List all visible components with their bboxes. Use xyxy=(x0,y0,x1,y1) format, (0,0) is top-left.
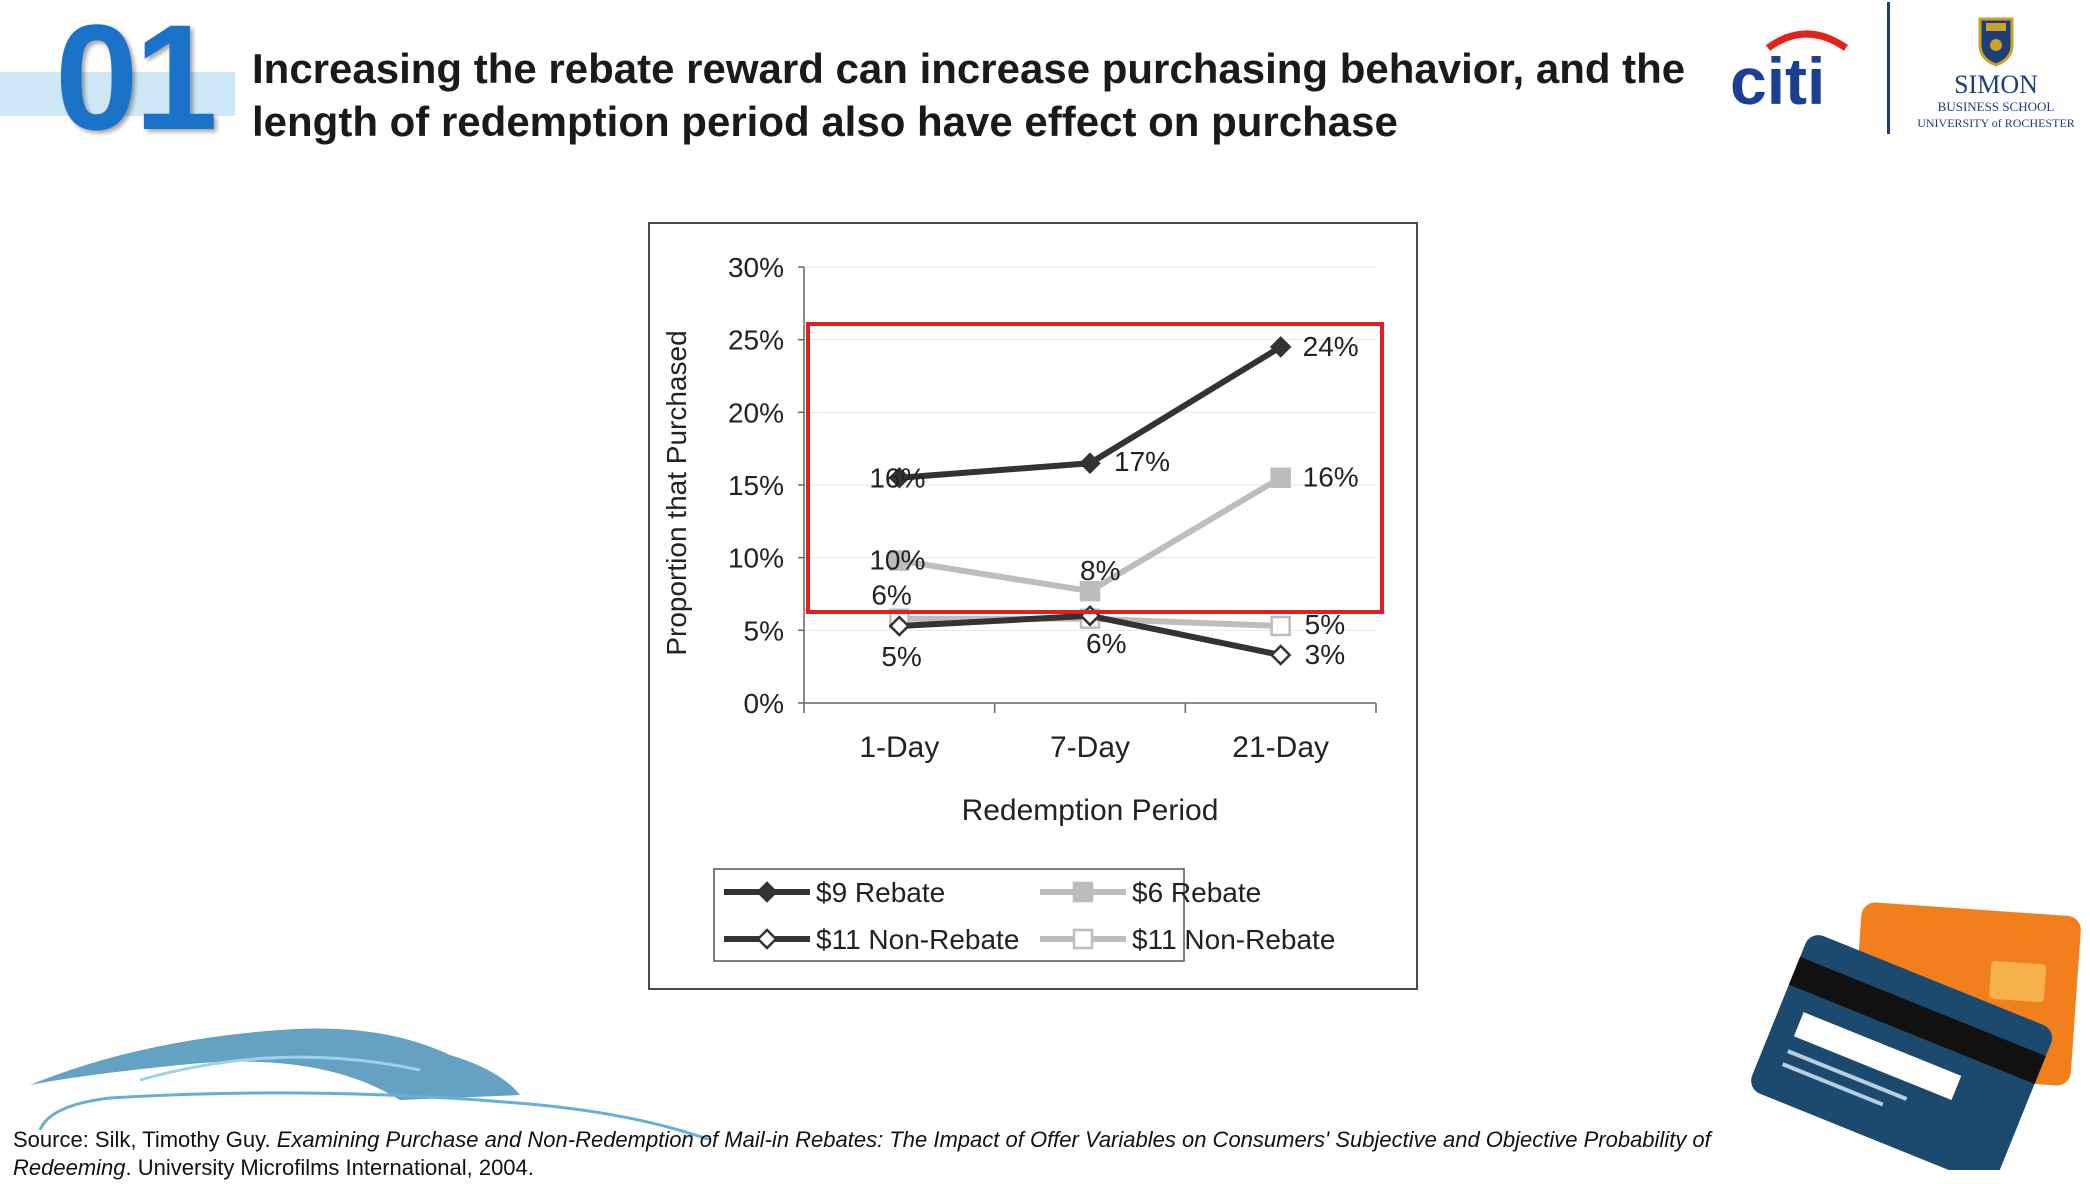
y-tick-label: 5% xyxy=(744,615,784,646)
source-title: Examining Purchase and Non-Redemption of… xyxy=(13,1127,1711,1180)
simon-shield-icon xyxy=(1978,17,2014,67)
data-point xyxy=(1079,452,1101,474)
line-chart: 0% 5% 10% 15% 20% 25% 30% 1-Day 7-Day 21-Day Redem… xyxy=(661,252,1377,962)
x-tick-label: 21-Day xyxy=(1232,731,1329,764)
legend-box xyxy=(713,868,1185,962)
x-tick-label: 7-Day xyxy=(1050,731,1130,764)
legend-marker xyxy=(756,881,778,903)
source-prefix: Source: Silk, Timothy Guy. xyxy=(13,1127,277,1152)
data-point xyxy=(1270,615,1291,637)
citi-arc-icon xyxy=(1765,30,1849,51)
y-tick-label: 10% xyxy=(728,543,784,574)
data-point xyxy=(1270,467,1291,488)
citi-logo: citi xyxy=(1730,30,1849,116)
y-tick-label: 20% xyxy=(728,397,784,428)
data-label: 5% xyxy=(881,641,921,672)
x-axis-title: Redemption Period xyxy=(962,794,1219,827)
y-axis-title: Proportion that Purchased xyxy=(661,330,692,655)
legend-label: $11 Non-Rebate xyxy=(1132,924,1335,955)
highlight-box xyxy=(806,322,1384,614)
logo-divider xyxy=(1887,2,1890,134)
credit-card-illustration xyxy=(1751,902,2081,1170)
slide-title: Increasing the rebate reward can increas… xyxy=(252,45,1686,145)
x-tick-label: 1-Day xyxy=(859,731,939,764)
legend-label: $11 Non-Rebate xyxy=(816,924,1019,955)
legend-marker xyxy=(756,928,778,950)
data-label: 6% xyxy=(1086,628,1126,659)
header-accent-band xyxy=(0,72,235,116)
car-outline-decoration xyxy=(30,1028,710,1140)
simon-line2: BUSINESS SCHOOL xyxy=(1938,99,2055,114)
chart-frame xyxy=(648,222,1418,990)
citi-wordmark: citi xyxy=(1730,44,1825,116)
legend-label: $6 Rebate xyxy=(1132,877,1261,908)
data-point xyxy=(1269,644,1292,666)
data-label: 10% xyxy=(869,545,925,576)
data-label: 16% xyxy=(1303,462,1359,493)
data-point xyxy=(888,466,911,489)
slide-number: 01 xyxy=(55,0,218,161)
data-label: 3% xyxy=(1305,639,1345,670)
data-point xyxy=(1079,580,1101,602)
data-label: 5% xyxy=(1305,609,1345,640)
data-label: 6% xyxy=(871,580,911,611)
source-suffix: . University Microfilms International, 2… xyxy=(125,1155,534,1180)
y-tick-label: 15% xyxy=(728,470,784,501)
legend-marker xyxy=(1072,881,1094,903)
simon-business-school-logo: SIMON BUSINESS SCHOOL UNIVERSITY of ROCH… xyxy=(1917,17,2075,130)
data-label: 16% xyxy=(869,463,925,494)
simon-line3: UNIVERSITY of ROCHESTER xyxy=(1917,116,2075,130)
y-tick-label: 0% xyxy=(744,688,784,719)
source-citation: Source: Silk, Timothy Guy. Examining Pur… xyxy=(13,1126,1713,1182)
data-point xyxy=(888,615,911,637)
y-tick-label: 25% xyxy=(728,325,784,356)
data-point xyxy=(889,550,910,571)
data-point xyxy=(1269,336,1292,358)
data-label: 17% xyxy=(1114,446,1170,477)
legend-label: $9 Rebate xyxy=(816,877,945,908)
legend-marker xyxy=(1072,928,1094,950)
data-label: 8% xyxy=(1080,555,1120,586)
blue-card-icon xyxy=(1751,935,2053,1170)
y-tick-label: 30% xyxy=(728,252,784,283)
data-label: 24% xyxy=(1303,331,1359,362)
simon-line1: SIMON xyxy=(1954,70,2038,99)
